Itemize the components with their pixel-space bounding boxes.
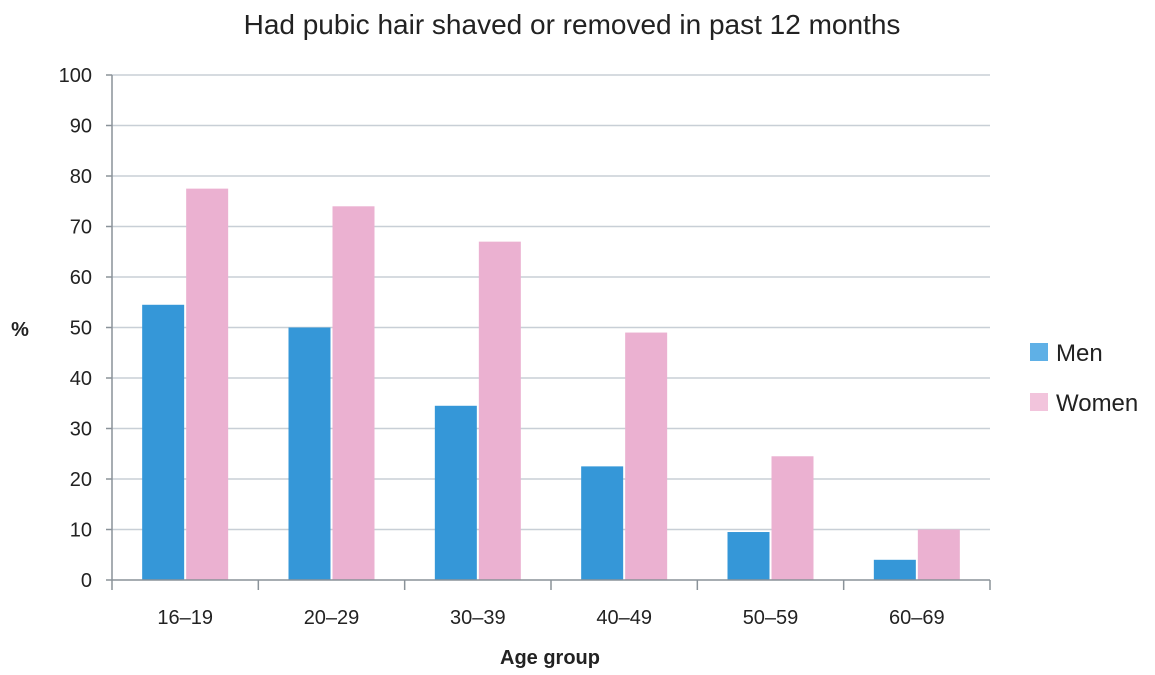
bar-men-3 xyxy=(581,466,624,580)
legend-swatch-men xyxy=(1030,343,1048,361)
x-tick-label: 50–59 xyxy=(743,607,799,629)
y-tick-label: 30 xyxy=(70,419,92,441)
x-tick-label: 30–39 xyxy=(450,607,506,629)
y-tick-label: 10 xyxy=(70,520,92,542)
bar-women-0 xyxy=(186,188,229,580)
y-axis-label: % xyxy=(11,319,29,341)
grid-lines xyxy=(112,74,990,531)
y-tick-label: 40 xyxy=(70,368,92,390)
legend-label-women: Women xyxy=(1056,390,1138,417)
bar-men-2 xyxy=(434,405,477,580)
chart-title: Had pubic hair shaved or removed in past… xyxy=(244,9,901,40)
y-tick-label: 20 xyxy=(70,469,92,491)
legend-swatch-women xyxy=(1030,393,1048,411)
y-tick-label: 60 xyxy=(70,267,92,289)
y-tick-label: 50 xyxy=(70,318,92,340)
bar-women-3 xyxy=(625,332,668,580)
y-tick-label: 90 xyxy=(70,116,92,138)
x-tick-label: 20–29 xyxy=(304,607,360,629)
x-tick-label: 40–49 xyxy=(596,607,652,629)
axes: 0 10 20 30 40 50 60 70 80 90 100 16–19 20–29 30–39 40–… xyxy=(59,65,991,629)
bar-men-5 xyxy=(873,559,916,580)
legend-label-men: Men xyxy=(1056,340,1103,367)
bar-men-0 xyxy=(142,304,185,580)
y-tick-label: 0 xyxy=(81,570,92,592)
y-tick-label: 70 xyxy=(70,217,92,239)
bar-women-2 xyxy=(478,241,521,580)
bars xyxy=(142,188,960,581)
legend: Men Women xyxy=(1030,340,1138,417)
y-tick-label: 80 xyxy=(70,166,92,188)
bar-women-5 xyxy=(917,529,960,580)
x-tick-label: 60–69 xyxy=(889,607,945,629)
bar-women-1 xyxy=(332,206,375,581)
x-axis-label: Age group xyxy=(500,647,600,669)
bar-women-4 xyxy=(771,456,814,580)
y-tick-label: 100 xyxy=(59,65,92,87)
bar-men-1 xyxy=(288,327,331,580)
bar-men-4 xyxy=(727,532,770,580)
x-tick-label: 16–19 xyxy=(157,607,213,629)
